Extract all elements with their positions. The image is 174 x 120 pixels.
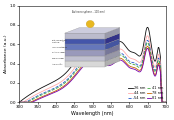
41 nm bbox=[112, 59, 114, 60]
44 nm bbox=[18, 102, 20, 103]
78 nm bbox=[165, 102, 167, 103]
54 nm bbox=[27, 100, 29, 102]
81 nm bbox=[144, 52, 147, 54]
26 nm bbox=[162, 102, 164, 103]
81 nm bbox=[129, 67, 132, 69]
54 nm bbox=[103, 57, 105, 59]
41 nm bbox=[147, 42, 149, 43]
54 nm bbox=[165, 102, 167, 103]
78 nm bbox=[147, 45, 149, 47]
78 nm bbox=[129, 66, 132, 67]
78 nm bbox=[107, 63, 109, 65]
Line: 81 nm: 81 nm bbox=[19, 48, 166, 102]
54 nm bbox=[112, 57, 114, 58]
81 nm bbox=[147, 48, 149, 49]
26 nm bbox=[103, 46, 105, 48]
54 nm bbox=[144, 45, 147, 46]
26 nm bbox=[165, 102, 167, 103]
41 nm bbox=[27, 101, 29, 102]
54 nm bbox=[107, 58, 109, 60]
81 nm bbox=[27, 102, 29, 103]
Line: 41 nm: 41 nm bbox=[19, 43, 166, 102]
54 nm bbox=[147, 40, 149, 41]
41 nm bbox=[129, 63, 132, 64]
Line: 54 nm: 54 nm bbox=[19, 40, 166, 102]
26 nm bbox=[144, 32, 147, 34]
26 nm bbox=[107, 48, 109, 49]
78 nm bbox=[144, 50, 147, 52]
81 nm bbox=[103, 64, 105, 65]
26 nm bbox=[27, 95, 29, 96]
81 nm bbox=[112, 63, 114, 65]
44 nm bbox=[107, 55, 109, 56]
78 nm bbox=[112, 62, 114, 63]
41 nm bbox=[107, 60, 109, 62]
44 nm bbox=[165, 102, 167, 103]
44 nm bbox=[129, 57, 132, 59]
54 nm bbox=[18, 102, 20, 103]
44 nm bbox=[103, 53, 105, 55]
Line: 78 nm: 78 nm bbox=[19, 46, 166, 102]
41 nm bbox=[103, 59, 105, 60]
41 nm bbox=[144, 47, 147, 48]
X-axis label: Wavelength (nm): Wavelength (nm) bbox=[71, 111, 114, 116]
44 nm bbox=[27, 98, 29, 100]
26 nm bbox=[129, 51, 132, 52]
81 nm bbox=[165, 102, 167, 103]
81 nm bbox=[107, 65, 109, 66]
44 nm bbox=[112, 53, 114, 54]
54 nm bbox=[129, 61, 132, 63]
78 nm bbox=[103, 62, 105, 63]
44 nm bbox=[144, 40, 147, 42]
Line: 44 nm: 44 nm bbox=[19, 36, 166, 102]
26 nm bbox=[112, 46, 114, 47]
Line: 26 nm: 26 nm bbox=[19, 27, 166, 102]
Legend: 26 nm, 44 nm, 54 nm, 41 nm, 78 nm, 81 nm: 26 nm, 44 nm, 54 nm, 41 nm, 78 nm, 81 nm bbox=[128, 86, 164, 101]
41 nm bbox=[18, 102, 20, 103]
44 nm bbox=[147, 35, 149, 37]
41 nm bbox=[165, 102, 167, 103]
26 nm bbox=[147, 27, 149, 28]
81 nm bbox=[18, 102, 20, 103]
Y-axis label: Absorbance (a.u.): Absorbance (a.u.) bbox=[4, 35, 8, 73]
26 nm bbox=[18, 102, 20, 103]
78 nm bbox=[18, 102, 20, 103]
78 nm bbox=[27, 102, 29, 103]
